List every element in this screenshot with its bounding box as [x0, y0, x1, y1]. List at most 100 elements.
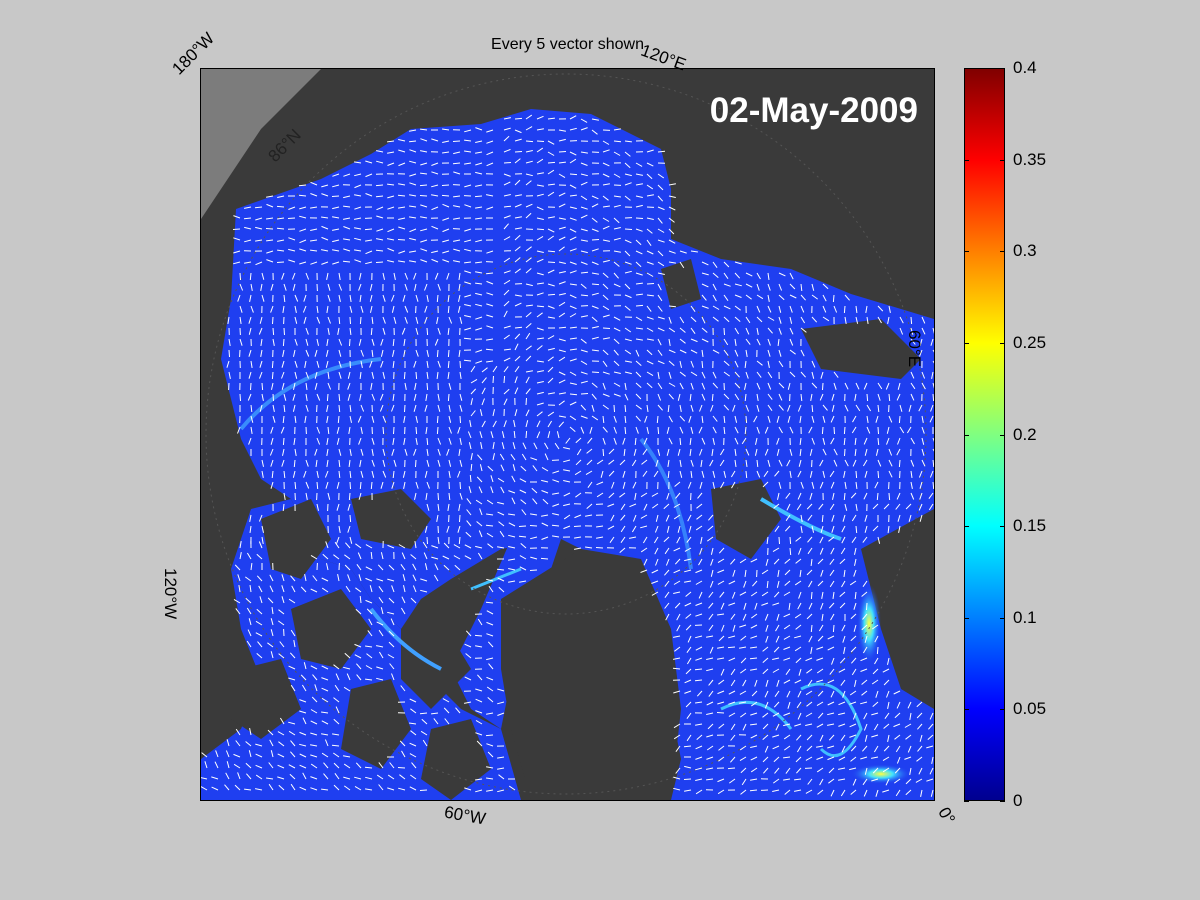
drift-vector — [787, 415, 791, 423]
drift-vector — [424, 470, 428, 478]
drift-vector — [476, 476, 483, 483]
drift-vector — [701, 261, 709, 266]
drift-vector — [457, 426, 461, 434]
drift-vector — [514, 343, 519, 351]
drift-vector — [743, 602, 747, 610]
drift-vector — [442, 203, 450, 208]
drift-vector — [312, 674, 318, 681]
drift-vector — [665, 558, 670, 566]
drift-vector — [525, 409, 530, 417]
drift-vector — [486, 303, 494, 307]
drift-vector — [366, 653, 373, 659]
drift-vector — [290, 629, 296, 637]
drift-vector — [503, 173, 511, 177]
drift-vector — [547, 366, 554, 373]
drift-vector — [283, 492, 286, 500]
drift-vector — [486, 499, 494, 505]
drift-vector — [816, 745, 824, 748]
drift-vector — [349, 404, 352, 412]
drift-vector — [530, 457, 538, 461]
drift-vector — [424, 404, 428, 412]
colorbar-tickmark — [1000, 159, 1005, 161]
drift-vector — [514, 355, 521, 362]
drift-vector — [415, 481, 419, 489]
drift-vector — [259, 596, 263, 604]
drift-vector — [918, 503, 923, 511]
drift-vector — [776, 679, 780, 687]
drift-vector — [816, 646, 824, 650]
drift-vector — [518, 535, 527, 538]
drift-vector — [547, 235, 554, 241]
drift-vector — [657, 283, 662, 291]
drift-vector — [475, 127, 483, 131]
drift-vector — [624, 228, 633, 230]
drift-vector — [817, 558, 824, 565]
drift-vector — [391, 448, 395, 456]
drift-vector — [347, 371, 351, 379]
drift-vector — [336, 426, 340, 434]
drift-vector — [392, 470, 395, 479]
drift-vector — [434, 563, 439, 571]
drift-vector — [442, 555, 450, 560]
drift-vector — [742, 613, 747, 621]
drift-vector — [536, 147, 544, 153]
drift-vector — [563, 492, 571, 497]
drift-vector — [488, 663, 494, 670]
drift-vector — [536, 337, 544, 340]
drift-vector — [772, 547, 780, 553]
drift-vector — [921, 448, 925, 456]
drift-vector — [701, 316, 706, 324]
drift-vector — [248, 618, 252, 626]
drift-vector — [591, 404, 595, 412]
drift-vector — [783, 635, 791, 640]
drift-vector — [690, 250, 698, 253]
drift-vector — [469, 420, 472, 428]
drift-vector — [698, 558, 703, 566]
drift-vector — [888, 393, 891, 402]
drift-vector — [256, 575, 263, 582]
drift-vector — [547, 392, 555, 395]
drift-vector — [244, 261, 252, 264]
drift-vector — [763, 470, 769, 477]
drift-vector — [805, 712, 813, 717]
drift-vector — [624, 162, 631, 169]
drift-vector — [739, 745, 747, 751]
drift-vector — [369, 585, 373, 593]
drift-vector — [248, 327, 252, 335]
drift-vector — [447, 371, 450, 379]
drift-vector — [927, 734, 934, 740]
drift-vector — [799, 437, 802, 445]
drift-vector — [679, 415, 686, 422]
drift-vector — [436, 371, 439, 379]
drift-vector — [282, 338, 285, 347]
drift-vector — [514, 203, 522, 208]
drift-vector — [359, 294, 362, 302]
drift-vector — [343, 763, 351, 769]
drift-vector — [686, 712, 692, 719]
drift-vector — [690, 349, 698, 354]
drift-vector — [569, 426, 576, 432]
drift-vector — [816, 756, 824, 760]
drift-vector — [424, 525, 428, 533]
drift-vector — [673, 723, 681, 729]
drift-vector — [807, 536, 813, 543]
drift-vector — [225, 772, 230, 780]
drift-vector — [443, 542, 450, 549]
drift-vector — [387, 206, 395, 210]
drift-vector — [500, 486, 505, 494]
greenland — [501, 549, 681, 800]
drift-vector — [250, 305, 254, 313]
drift-vector — [745, 272, 753, 277]
drift-vector — [272, 316, 274, 325]
colorbar-tick-label: 0.35 — [1013, 149, 1047, 169]
drift-vector — [453, 248, 461, 252]
drift-vector — [327, 316, 331, 324]
drift-vector — [830, 789, 835, 797]
drift-vector — [608, 448, 615, 455]
drift-vector — [464, 555, 472, 560]
drift-vector — [860, 756, 868, 760]
drift-vector — [877, 316, 882, 324]
drift-vector — [690, 327, 696, 334]
drift-vector — [459, 437, 462, 445]
drift-vector — [679, 250, 687, 254]
